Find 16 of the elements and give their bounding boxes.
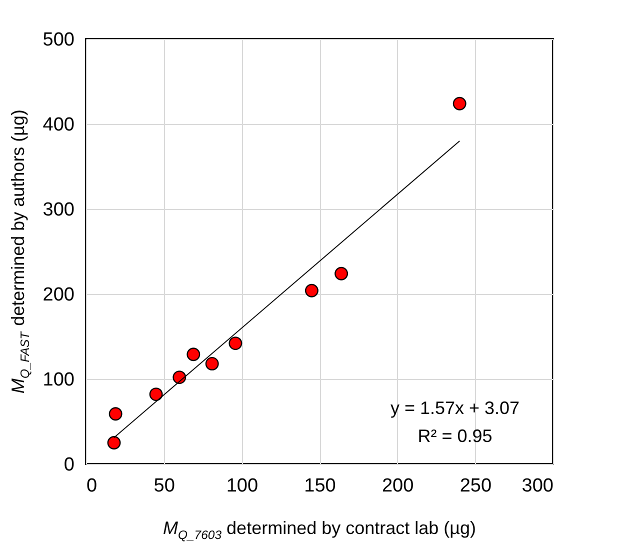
y-tick-label: 300	[42, 200, 74, 220]
y-axis-title: MQ_FAST determined by authors (µg)	[8, 109, 32, 394]
y-tick-label: 400	[42, 114, 74, 136]
x-tick-label: 0	[86, 476, 98, 496]
x-tick-label: 200	[382, 476, 414, 496]
x-tick-label: 150	[304, 476, 336, 496]
y-tick-label: 200	[42, 284, 74, 306]
x-tick-label: 50	[154, 476, 175, 496]
annotation: R² = 0.95	[418, 426, 492, 446]
x-tick-label: 250	[460, 476, 492, 496]
y-tick-label: 0	[64, 454, 74, 476]
y-tick-label: 500	[42, 30, 74, 50]
y-tick-label: 100	[42, 370, 74, 390]
x-tick-label: 100	[226, 476, 258, 496]
annotation: y = 1.57x + 3.07	[390, 398, 520, 418]
x-tick-label: 300	[522, 476, 554, 496]
